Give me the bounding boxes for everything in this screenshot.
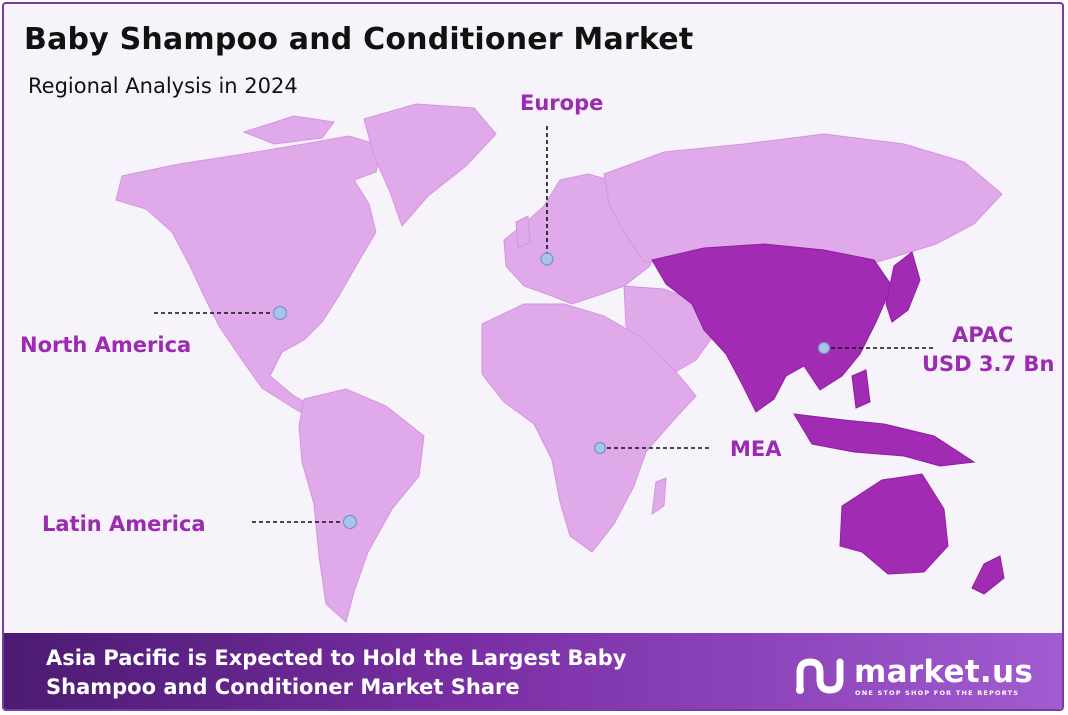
apac-label: APAC xyxy=(952,323,1014,347)
north-asia-shape xyxy=(603,133,1003,267)
apac-marker xyxy=(817,341,831,355)
logo-tagline: ONE STOP SHOP FOR THE REPORTS xyxy=(855,689,1020,697)
apac-value-label: USD 3.7 Bn xyxy=(922,352,1055,376)
logo-name: market.us xyxy=(854,654,1034,690)
north-america-label: North America xyxy=(20,333,192,357)
new-zealand-shape xyxy=(971,555,1005,595)
mea-marker xyxy=(593,441,607,455)
europe-label: Europe xyxy=(520,91,604,115)
banner-line-2: Shampoo and Conditioner Market Share xyxy=(46,675,520,699)
latin-america-marker xyxy=(342,514,358,530)
arctic-islands-shape xyxy=(242,115,335,145)
madagascar-shape xyxy=(651,477,667,516)
world-map xyxy=(115,103,1005,623)
brand-logo: market.us ONE STOP SHOP FOR THE REPORTS xyxy=(794,654,1044,700)
mea-label: MEA xyxy=(730,437,782,461)
greenland-shape xyxy=(363,103,497,227)
logo-mark-icon xyxy=(796,658,844,694)
banner-headline: Asia Pacific is Expected to Hold the Lar… xyxy=(46,644,626,702)
banner-line-1: Asia Pacific is Expected to Hold the Lar… xyxy=(46,646,627,670)
australia-shape xyxy=(839,473,949,575)
north-america-marker xyxy=(272,305,288,321)
footer-banner xyxy=(4,633,1062,709)
uk-shape xyxy=(515,215,531,249)
apac-mainland-shape xyxy=(651,243,893,413)
north-america-shape xyxy=(115,135,383,413)
africa-shape xyxy=(481,303,697,553)
philippines-shape xyxy=(851,369,871,409)
latin-america-label: Latin America xyxy=(42,512,206,536)
south-america-shape xyxy=(298,388,425,623)
page-subtitle: Regional Analysis in 2024 xyxy=(28,74,298,98)
southeast-asia-islands-shape xyxy=(793,413,976,467)
page-title: Baby Shampoo and Conditioner Market xyxy=(24,22,694,57)
europe-marker xyxy=(540,252,554,266)
japan-shape xyxy=(885,251,921,323)
